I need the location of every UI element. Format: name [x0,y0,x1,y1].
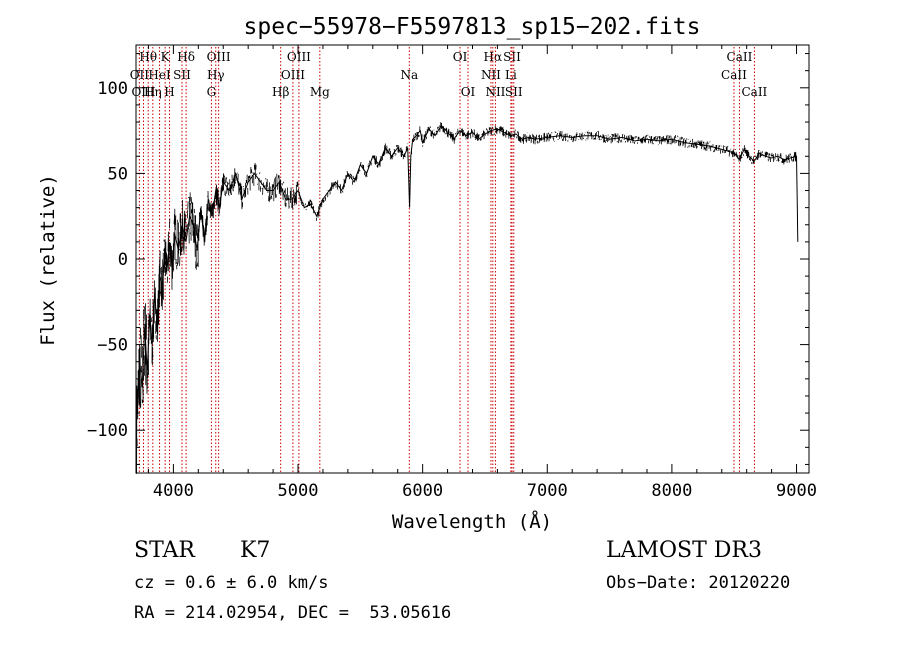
line-marker-label-27: CaII [741,85,767,99]
line-marker-label-4: HeI [148,68,171,82]
y-tick-label: 50 [108,164,128,184]
line-marker-label-8: Hδ [177,50,195,64]
line-marker-label-10: Hγ [207,68,225,82]
y-tick-label: 100 [97,79,128,99]
object-subclass: K7 [240,538,271,563]
x-tick-label: 6000 [402,481,443,501]
flux-noise-path [136,122,797,474]
survey-label: LAMOST DR3 [606,538,762,563]
y-tick-label: −100 [87,421,128,441]
x-tick-label: 8000 [651,481,692,501]
line-marker-label-26: CaII [721,68,747,82]
y-axis-label: Flux (relative) [37,174,59,346]
line-marker-label-6: H [164,85,174,99]
x-tick-label: 5000 [278,481,319,501]
line-marker-label-13: OIII [287,50,311,64]
redshift-text: cz = 0.6 ± 6.0 km/s [134,573,329,593]
object-class: STAR [134,538,195,563]
line-marker-label-24: SII [505,85,523,99]
line-marker-label-23: NII [485,85,505,99]
x-tick-label: 7000 [527,481,568,501]
line-marker-label-17: OI [453,50,468,64]
line-marker-label-2: OIII [131,85,155,99]
flux-noise-detail [136,122,797,474]
line-marker-label-14: OIII [281,68,305,82]
line-marker-label-21: NII [481,68,501,82]
line-marker-label-12: Hβ [272,85,289,99]
line-marker-label-16: Na [400,68,418,82]
observation-date: Obs−Date: 20120220 [606,573,791,593]
line-marker-label-3: Hη [144,85,162,99]
line-marker-label-7: SII [173,68,191,82]
x-axis-label: Wavelength (Å) [392,510,552,533]
line-marker-label-18: OI [461,85,476,99]
line-marker-label-5: K [161,50,171,64]
coordinates-text: RA = 214.02954, DEC = 53.05616 [134,603,452,623]
line-marker-label-0: Hθ [139,50,157,64]
line-marker-label-19: Hα [484,50,503,64]
axes: 4000 5000 6000 7000 8000 9000 −100 −50 0 50 100 [87,45,817,501]
plot-frame [135,44,810,474]
line-marker-label-15: Mg [310,85,330,99]
line-marker-label-22: Li [505,68,517,82]
chart-title: spec−55978−F5597813_sp15−202.fits [244,14,701,40]
line-marker-label-1: OII [130,68,150,82]
line-marker-label-11: G [207,85,217,99]
line-marker-label-25: CaII [727,50,753,64]
line-marker-label-20: SII [503,50,521,64]
flux-series-line [136,124,799,414]
y-tick-label: −50 [97,336,128,356]
y-tick-label: 0 [118,250,128,270]
line-marker-label-9: OIII [207,50,231,64]
x-tick-label: 4000 [153,481,194,501]
x-tick-label: 9000 [776,481,817,501]
